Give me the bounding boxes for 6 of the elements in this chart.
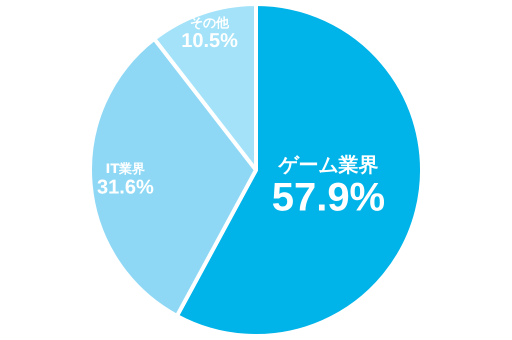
data-label: 31.6%	[97, 176, 154, 198]
data-label: 10.5%	[181, 30, 238, 52]
slice-label: ゲーム業界	[277, 152, 378, 177]
slice-label: IT業界	[106, 162, 146, 178]
slice-label: その他	[190, 16, 230, 31]
data-label: 57.9%	[272, 175, 386, 220]
